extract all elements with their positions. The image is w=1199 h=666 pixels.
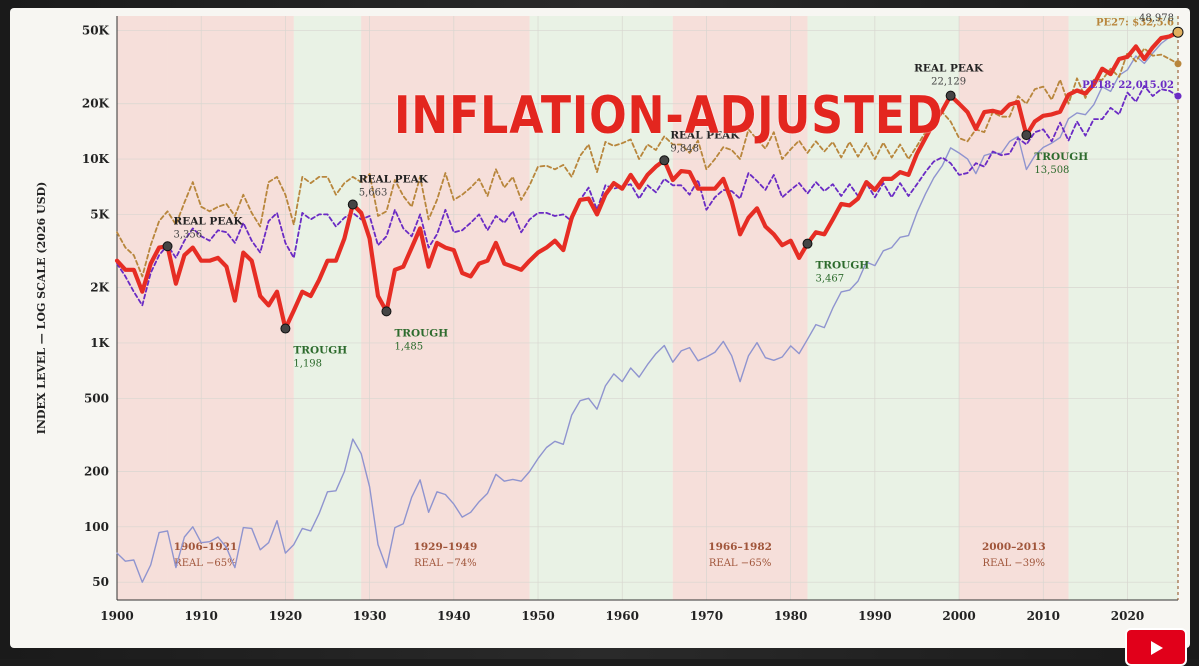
x-tick-label-2020: 2020 — [1111, 609, 1144, 623]
annotation-title: TROUGH — [394, 327, 448, 339]
period-band-1921-1929 — [293, 16, 362, 600]
annotation-value: 1,198 — [293, 359, 322, 370]
x-tick-label-1900: 1900 — [100, 609, 133, 623]
y-tick-label-200: 200 — [84, 464, 109, 478]
annotation-marker — [1172, 26, 1184, 38]
series-line-pe18 — [116, 85, 1179, 307]
series-line-nominal-index — [116, 31, 1179, 583]
annotation-value: 48,978 — [1139, 13, 1174, 24]
annotation-title: NOW — [1143, 8, 1174, 11]
y-tick-label-500: 500 — [84, 391, 109, 405]
series-line-real-index-2026-usd- — [114, 30, 1181, 331]
annotation-title: REAL PEAK — [670, 129, 740, 141]
period-change-label: REAL −39% — [983, 558, 1045, 569]
x-tick-label-1990: 1990 — [858, 609, 891, 623]
period-band-1900-1906 — [117, 16, 168, 600]
period-range-label: 2000–2013 — [982, 541, 1046, 553]
annotation-marker — [945, 90, 956, 101]
period-range-label: 1966–1982 — [708, 541, 772, 553]
annotation-value: 22,129 — [931, 77, 966, 88]
period-change-label: REAL −65% — [709, 558, 771, 569]
y-tick-label-50: 50 — [92, 575, 109, 589]
period-range-label: 1906–1921 — [174, 541, 238, 553]
annotation-marker — [347, 199, 358, 210]
annotation-title: REAL PEAK — [174, 215, 244, 227]
y-tick-label-1K: 1K — [90, 336, 109, 350]
x-tick-label-1920: 1920 — [269, 609, 302, 623]
chart: 1900 1910 1920 1930 1940 1950 1960 1970 1980 1990… — [35, 8, 1184, 623]
play-icon — [1151, 641, 1163, 655]
youtube-play-button[interactable] — [1125, 628, 1187, 666]
annotation-title: TROUGH — [815, 260, 869, 272]
x-tick-label-1960: 1960 — [606, 609, 639, 623]
series-line-pe27 — [116, 47, 1179, 278]
annotation-value: 3,467 — [815, 274, 844, 285]
period-range-label: 1929–1949 — [414, 541, 478, 553]
x-tick-label-2000: 2000 — [942, 609, 975, 623]
x-tick-label-1930: 1930 — [353, 609, 386, 623]
annotation-value: 13,508 — [1034, 165, 1069, 176]
y-tick-label-5K: 5K — [90, 207, 109, 221]
x-tick-label-1940: 1940 — [437, 609, 470, 623]
y-tick-label-2K: 2K — [90, 281, 109, 295]
period-band-1906-1921 — [167, 16, 294, 600]
annotation-value: 1,485 — [394, 341, 423, 352]
annotation-marker — [162, 241, 173, 252]
x-tick-label-1970: 1970 — [690, 609, 723, 623]
annotation-title: TROUGH — [1034, 151, 1088, 163]
x-tick-label-1950: 1950 — [521, 609, 554, 623]
period-band-1949-1966 — [529, 16, 673, 600]
period-change-label: REAL −74% — [414, 558, 476, 569]
period-band-1966-1982 — [672, 16, 808, 600]
x-tick-label-1980: 1980 — [774, 609, 807, 623]
annotation-marker — [381, 306, 392, 317]
x-tick-label-2010: 2010 — [1027, 609, 1060, 623]
annotation-title: REAL PEAK — [914, 63, 984, 75]
annotation-title: REAL PEAK — [359, 173, 429, 185]
annotation-value: 3,356 — [174, 229, 203, 240]
end-label-1: PE18: 22,015.02 — [1082, 80, 1174, 91]
annotation-marker — [659, 155, 670, 166]
annotation-value: 9,848 — [670, 143, 699, 154]
y-tick-label-50K: 50K — [82, 24, 110, 38]
annotation-marker — [802, 238, 813, 249]
annotation-title: TROUGH — [293, 345, 347, 357]
annotation-marker — [1021, 130, 1032, 141]
x-tick-label-1910: 1910 — [185, 609, 218, 623]
y-tick-label-20K: 20K — [82, 97, 110, 111]
series-end-dot-pe18 — [1174, 92, 1182, 100]
y-tick-label-10K: 10K — [82, 152, 110, 166]
end-label-0: PE27: $32,5.6 — [1096, 18, 1174, 29]
y-axis-title: INDEX LEVEL — LOG SCALE (2026 USD) — [35, 182, 48, 435]
chart-panel: 1900 1910 1920 1930 1940 1950 1960 1970 1980 1990… — [10, 8, 1190, 648]
annotation-marker — [280, 323, 291, 334]
series-end-dot-pe27 — [1174, 60, 1182, 68]
headline-title: INFLATION-ADJUSTED — [394, 86, 944, 146]
period-change-label: REAL −65% — [174, 558, 236, 569]
annotation-value: 5,663 — [359, 187, 388, 198]
y-tick-label-100: 100 — [84, 520, 109, 534]
